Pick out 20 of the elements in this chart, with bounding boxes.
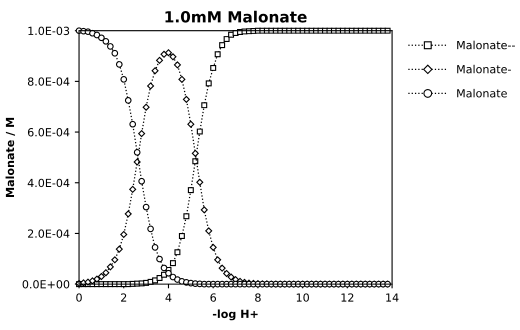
x-tick-label: 4 bbox=[165, 294, 172, 302]
x-tick-label: 12 bbox=[342, 293, 354, 302]
x-tick-label: 2 bbox=[121, 293, 126, 302]
chart-title: 1.0mM Malonate bbox=[165, 10, 307, 23]
y-tick-label: 0.0E+00 bbox=[22, 280, 70, 289]
x-tick-label: 14 bbox=[386, 294, 399, 302]
x-axis-title: -log H+ bbox=[212, 309, 258, 320]
legend-label: Malonate bbox=[457, 88, 507, 98]
x-tick-label: 10 bbox=[296, 293, 309, 302]
y-tick-label: 2.0E-04 bbox=[28, 229, 70, 238]
x-tick-label: 8 bbox=[255, 293, 261, 302]
y-tick-label: 6.0E-04 bbox=[28, 128, 70, 136]
x-tick-label: 0 bbox=[76, 293, 82, 302]
legend-label: Malonate-- bbox=[457, 40, 515, 50]
y-tick-label: 4.0E-04 bbox=[28, 178, 70, 188]
x-tick-label: 6 bbox=[210, 293, 216, 302]
y-tick-label: 1.0E-03 bbox=[28, 26, 70, 36]
y-tick-label: 8.0E-04 bbox=[28, 77, 70, 86]
y-axis-title: Malonate / M bbox=[6, 118, 16, 197]
legend-label: Malonate- bbox=[457, 64, 511, 74]
